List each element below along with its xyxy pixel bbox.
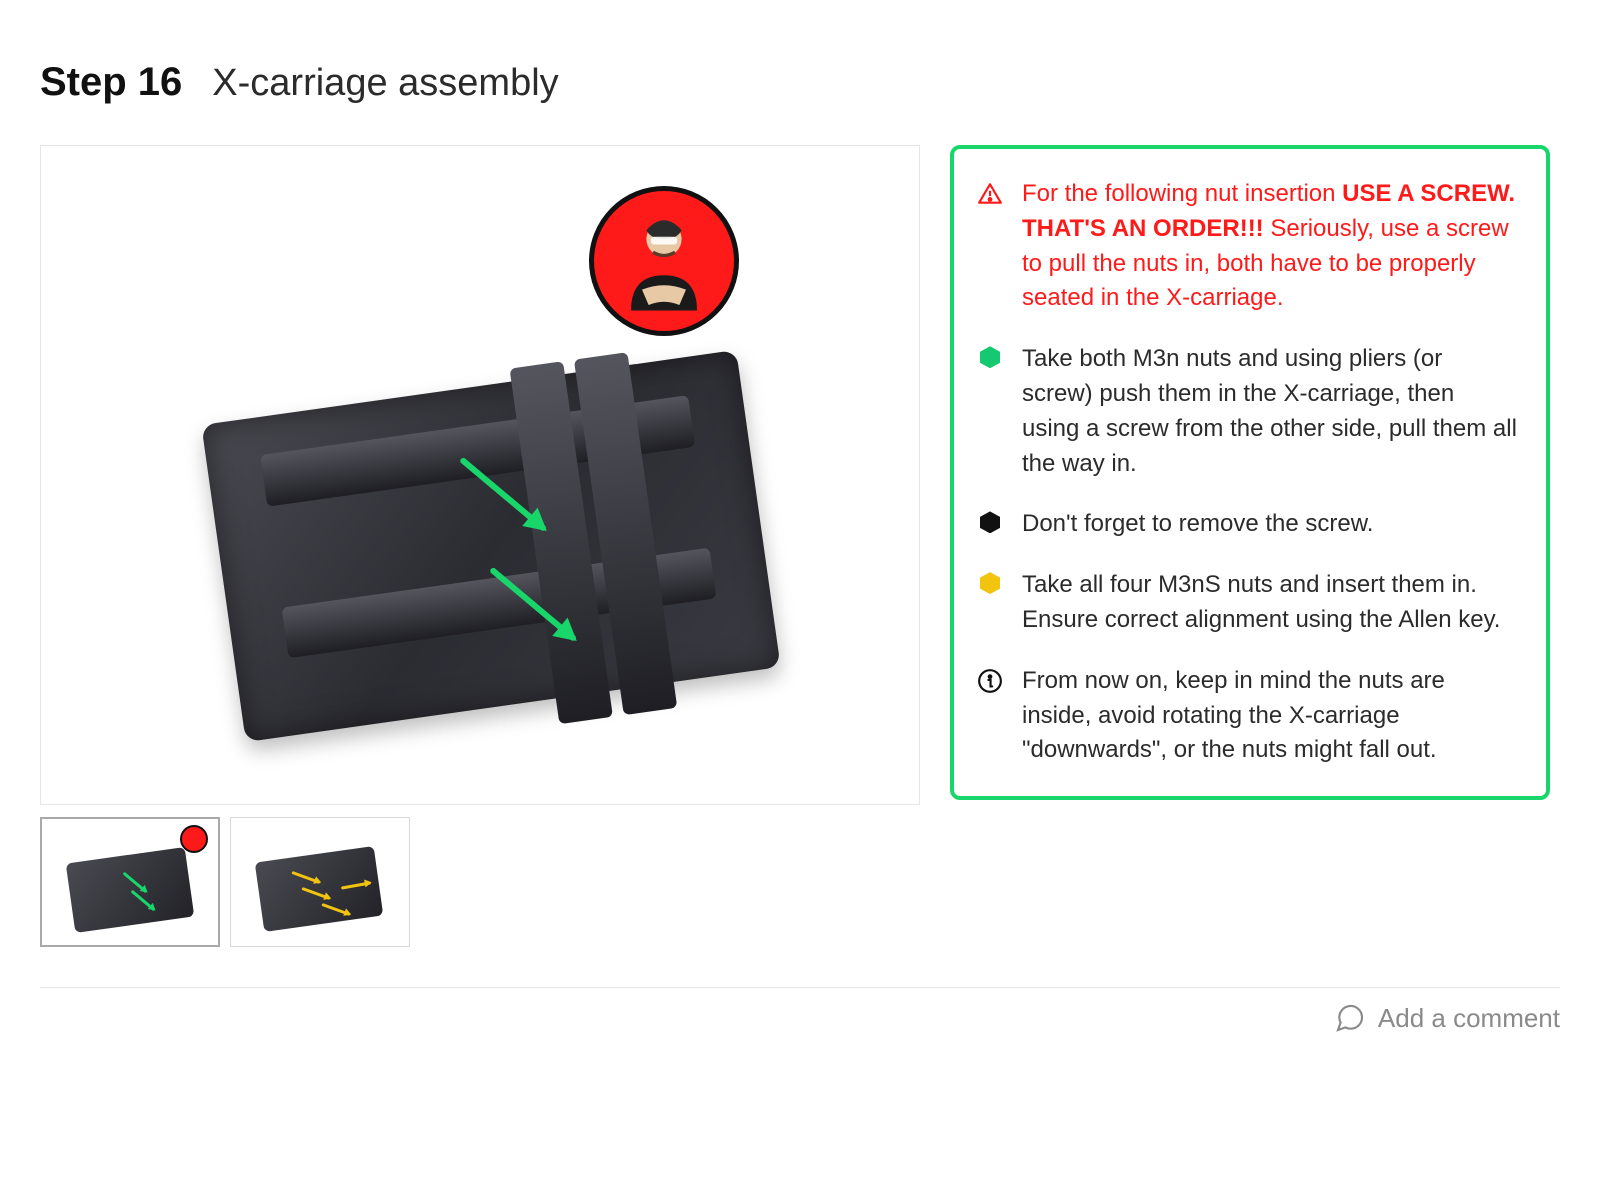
part-illustration bbox=[201, 350, 780, 742]
instruction-item: Take both M3n nuts and using pliers (or … bbox=[976, 342, 1518, 481]
avatar-badge-mini bbox=[180, 825, 208, 853]
media-column bbox=[40, 145, 920, 947]
step-header: Step 16 X-carriage assembly bbox=[40, 60, 1560, 105]
instruction-text: For the following nut insertion USE A SC… bbox=[1022, 177, 1518, 316]
instruction-item: From now on, keep in mind the nuts are i… bbox=[976, 664, 1518, 768]
hex-bullet-icon bbox=[980, 511, 1000, 533]
instruction-text: Take all four M3nS nuts and insert them … bbox=[1022, 568, 1518, 638]
thumbnail[interactable] bbox=[230, 817, 410, 947]
instruction-text: From now on, keep in mind the nuts are i… bbox=[1022, 664, 1518, 768]
comment-icon bbox=[1334, 1002, 1366, 1034]
thumbnail[interactable] bbox=[40, 817, 220, 947]
warning-icon bbox=[976, 177, 1004, 316]
instruction-item: For the following nut insertion USE A SC… bbox=[976, 177, 1518, 316]
thumbnail-strip bbox=[40, 817, 920, 947]
avatar-icon bbox=[609, 206, 719, 316]
add-comment-button[interactable]: Add a comment bbox=[1334, 1002, 1560, 1034]
step-title: X-carriage assembly bbox=[212, 62, 558, 105]
instruction-item: Take all four M3nS nuts and insert them … bbox=[976, 568, 1518, 638]
info-icon bbox=[976, 664, 1004, 768]
instruction-item: Don't forget to remove the screw. bbox=[976, 507, 1518, 542]
step-number: Step 16 bbox=[40, 60, 182, 105]
main-image[interactable] bbox=[40, 145, 920, 805]
hex-bullet-icon bbox=[980, 346, 1000, 368]
avatar-badge bbox=[589, 186, 739, 336]
step-footer: Add a comment bbox=[40, 987, 1560, 1034]
instruction-text: Take both M3n nuts and using pliers (or … bbox=[1022, 342, 1518, 481]
hex-bullet-icon bbox=[980, 572, 1000, 594]
add-comment-label: Add a comment bbox=[1378, 1003, 1560, 1034]
instruction-panel: For the following nut insertion USE A SC… bbox=[950, 145, 1550, 800]
step-content: For the following nut insertion USE A SC… bbox=[40, 145, 1560, 947]
instruction-text: Don't forget to remove the screw. bbox=[1022, 507, 1373, 542]
